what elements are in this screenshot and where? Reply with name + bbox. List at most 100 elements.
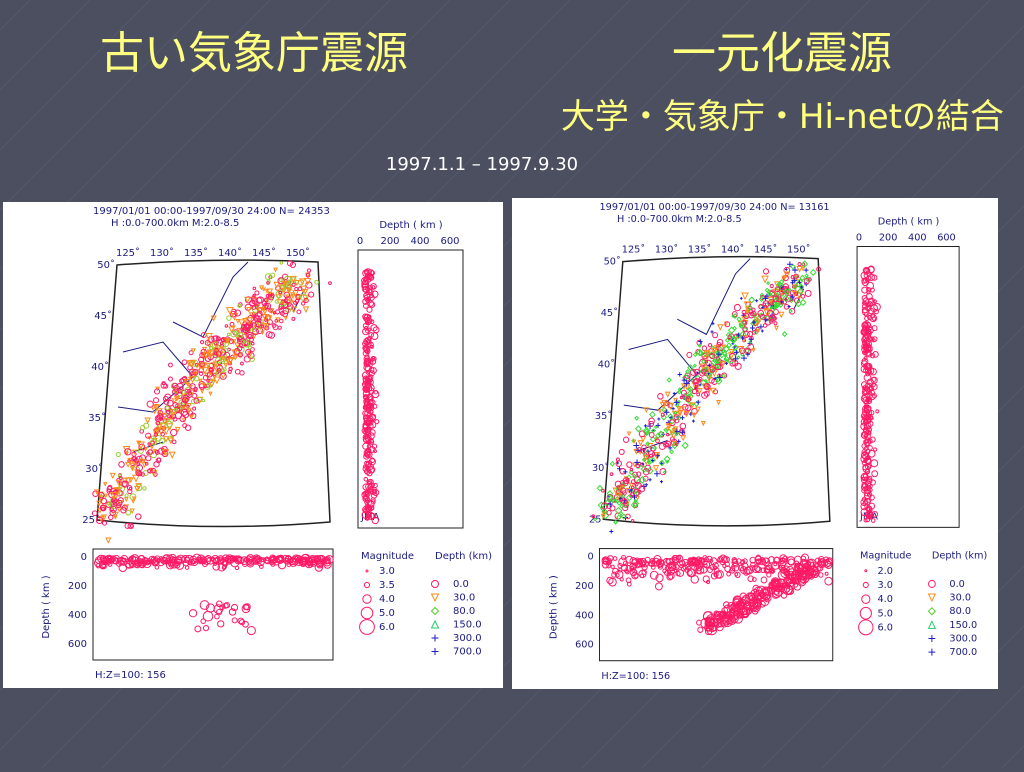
symbol <box>736 610 745 619</box>
section-tick-label: 600 <box>68 639 87 650</box>
symbol <box>308 291 315 298</box>
symbol <box>671 406 675 411</box>
symbol <box>254 290 260 296</box>
symbol <box>200 362 208 370</box>
symbol <box>176 389 184 397</box>
symbol <box>667 572 675 580</box>
symbol <box>615 489 621 495</box>
symbol <box>189 368 196 376</box>
symbol <box>154 404 160 410</box>
symbol <box>692 363 697 368</box>
symbol <box>252 293 256 298</box>
symbol <box>219 372 227 380</box>
symbol <box>641 462 645 466</box>
depth-frame <box>357 249 464 529</box>
symbol <box>650 428 656 434</box>
depth-legend-label: 300.0 <box>949 633 977 644</box>
symbol <box>130 556 139 566</box>
symbol <box>751 599 762 610</box>
symbol <box>812 568 820 577</box>
symbol <box>689 368 697 376</box>
symbol <box>212 352 218 358</box>
symbol <box>217 620 225 628</box>
symbol <box>742 330 750 338</box>
symbol <box>784 570 791 577</box>
symbol <box>155 420 161 426</box>
magnitude-label: 6.0 <box>379 622 395 633</box>
depth-axis-title: Depth ( km ) <box>878 216 940 227</box>
symbol <box>274 299 279 304</box>
symbol <box>871 316 877 321</box>
symbol <box>803 267 809 273</box>
symbol <box>143 446 148 452</box>
symbol <box>151 407 159 415</box>
symbol <box>100 504 107 512</box>
symbol <box>163 383 169 389</box>
symbol <box>756 328 761 334</box>
symbol <box>743 313 750 320</box>
symbol <box>871 274 878 281</box>
symbol <box>109 505 117 513</box>
symbol <box>228 608 237 616</box>
symbol <box>861 472 869 481</box>
symbol <box>870 287 875 293</box>
lon-tick-label: 140˚ <box>721 243 744 255</box>
lat-tick-label: 35˚ <box>595 410 612 422</box>
symbol <box>261 287 267 292</box>
symbol <box>696 371 699 375</box>
symbol <box>126 485 133 491</box>
lon-tick-label: 145˚ <box>252 247 276 259</box>
symbol <box>251 300 256 304</box>
symbol <box>129 524 134 528</box>
symbol <box>364 434 369 439</box>
symbol <box>172 382 178 389</box>
symbol <box>623 469 628 475</box>
symbol <box>791 291 798 297</box>
symbol <box>636 446 642 453</box>
symbol <box>161 450 169 458</box>
depth-legend-label: 700.0 <box>453 647 482 658</box>
symbol <box>772 297 779 304</box>
symbol <box>264 556 270 562</box>
symbol <box>286 562 292 567</box>
symbol <box>227 357 234 364</box>
symbol <box>696 388 703 395</box>
symbol <box>430 606 440 616</box>
lon-tick-label: 125˚ <box>116 247 140 259</box>
symbol <box>696 392 701 397</box>
symbol <box>626 431 632 437</box>
symbol <box>234 342 241 349</box>
symbol <box>722 616 733 628</box>
symbol <box>274 319 279 323</box>
symbol <box>167 414 172 419</box>
symbol <box>199 340 205 345</box>
symbol <box>709 387 717 395</box>
symbol <box>717 324 724 331</box>
symbol <box>637 440 644 447</box>
symbol <box>707 567 713 574</box>
symbol <box>269 293 275 299</box>
symbol <box>364 410 371 417</box>
symbol <box>208 367 213 372</box>
symbol <box>303 278 312 286</box>
lon-tick-label: 130˚ <box>655 243 678 255</box>
symbol <box>705 375 713 383</box>
symbol <box>372 482 378 488</box>
symbol <box>754 565 761 573</box>
symbol <box>664 570 670 576</box>
symbol <box>620 487 627 494</box>
symbol <box>711 322 715 326</box>
lat-tick-label: 30˚ <box>85 463 103 475</box>
symbol <box>739 566 748 574</box>
symbol <box>154 450 159 454</box>
symbol <box>273 281 281 289</box>
symbol <box>280 301 286 306</box>
symbol <box>180 408 188 416</box>
symbol <box>805 572 813 580</box>
symbol <box>812 562 822 573</box>
depth-axis-title: Depth ( km ) <box>379 220 442 231</box>
symbol <box>630 479 636 485</box>
symbol <box>613 519 619 525</box>
symbol <box>244 296 253 304</box>
symbol <box>762 323 768 328</box>
